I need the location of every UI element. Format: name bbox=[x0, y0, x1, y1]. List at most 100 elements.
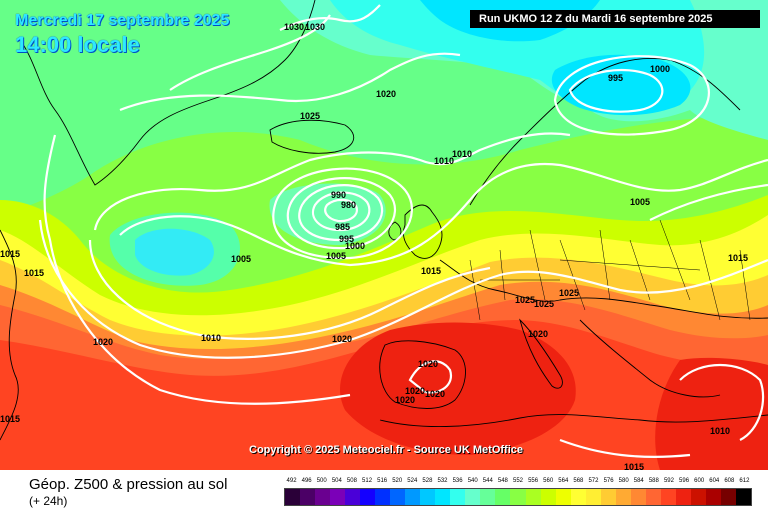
isobar-label: 985 bbox=[335, 222, 350, 232]
isobar-ne-1000 bbox=[553, 55, 710, 136]
isobar-1015-east bbox=[649, 183, 768, 221]
scale-value-label: 504 bbox=[331, 478, 342, 484]
scale-swatch bbox=[720, 489, 736, 505]
isobar-label: 1030 bbox=[284, 22, 304, 32]
scale-swatch bbox=[450, 489, 466, 505]
isobar-label: 1020 bbox=[425, 389, 445, 399]
isobar-label: 1010 bbox=[710, 426, 730, 436]
coast-balkans bbox=[579, 319, 721, 398]
scale-swatch bbox=[555, 489, 571, 505]
scale-value-label: 496 bbox=[301, 478, 312, 484]
isobar-1030 bbox=[279, 4, 381, 31]
scale-value-label: 592 bbox=[663, 478, 674, 484]
isobar-label: 1025 bbox=[515, 295, 535, 305]
scale-value-label: 576 bbox=[603, 478, 614, 484]
scale-value-label: 544 bbox=[482, 478, 493, 484]
isobar-low-1000 bbox=[272, 167, 413, 260]
coast-america bbox=[0, 229, 19, 441]
isobar-label: 1005 bbox=[630, 197, 650, 207]
scale-value-label: 512 bbox=[362, 478, 373, 484]
scale-value-label: 608 bbox=[724, 478, 735, 484]
scale-swatch bbox=[690, 489, 706, 505]
isobar-label: 980 bbox=[341, 200, 356, 210]
scale-value-label: 520 bbox=[392, 478, 403, 484]
forecast-date: Mercredi 17 septembre 2025 bbox=[15, 12, 230, 29]
scale-swatch bbox=[330, 489, 346, 505]
isobar-low-985 bbox=[312, 191, 371, 232]
band-blue-scand bbox=[551, 54, 691, 116]
isobar-label: 1015 bbox=[624, 462, 644, 470]
coast-iberia bbox=[379, 340, 466, 409]
scale-value-label: 516 bbox=[377, 478, 388, 484]
scale-value-label: 600 bbox=[694, 478, 705, 484]
isobar-low-980 bbox=[324, 198, 358, 223]
scale-value-label: 508 bbox=[346, 478, 357, 484]
scale-value-label: 528 bbox=[422, 478, 433, 484]
scale-swatch bbox=[705, 489, 721, 505]
scale-value-label: 596 bbox=[679, 478, 690, 484]
scale-value-label: 580 bbox=[618, 478, 629, 484]
scale-swatch bbox=[540, 489, 556, 505]
isobar-label: 1000 bbox=[345, 241, 365, 251]
scale-swatch bbox=[315, 489, 331, 505]
scale-swatch bbox=[645, 489, 661, 505]
scale-value-label: 500 bbox=[316, 478, 327, 484]
isobar-label: 1020 bbox=[405, 386, 425, 396]
isobar-label: 1030 bbox=[305, 22, 325, 32]
isobar-label: 1005 bbox=[326, 251, 346, 261]
scale-swatch bbox=[510, 489, 526, 505]
scale-value-label: 524 bbox=[407, 478, 418, 484]
isobar-label: 1015 bbox=[728, 253, 748, 263]
isobar-low-990 bbox=[298, 184, 384, 242]
scale-swatch bbox=[585, 489, 601, 505]
isobar-label: 1020 bbox=[376, 89, 396, 99]
scale-value-label: 588 bbox=[648, 478, 659, 484]
isobar-label: 1010 bbox=[201, 333, 221, 343]
scale-swatch bbox=[495, 489, 511, 505]
isobar-1010-se bbox=[679, 363, 765, 441]
isobar-1010-west bbox=[88, 239, 491, 340]
band-cyan-low-west bbox=[109, 212, 241, 286]
isobar-label: 1015 bbox=[24, 268, 44, 278]
isobar-label: 1020 bbox=[528, 329, 548, 339]
color-scale-labels: 492 496 500 504 508 512 516 520 524 528 532 536 540 5… bbox=[280, 478, 756, 488]
isobar-1010 bbox=[93, 132, 571, 231]
copyright-text: Copyright © 2025 Meteociel.fr - Source U… bbox=[249, 444, 523, 456]
scale-swatch bbox=[390, 489, 406, 505]
isobar-label: 995 bbox=[339, 234, 354, 244]
scale-swatch bbox=[570, 489, 586, 505]
scale-swatch bbox=[525, 489, 541, 505]
isobar-ne-995 bbox=[568, 68, 664, 113]
legend-title: Géop. Z500 & pression au sol bbox=[29, 476, 228, 493]
coast-italy bbox=[519, 318, 563, 389]
isobar-1015-south bbox=[559, 438, 691, 458]
legend-subtitle: (+ 24h) bbox=[29, 494, 68, 508]
isobar-label: 1020 bbox=[93, 337, 113, 347]
isobar-1015 bbox=[38, 219, 768, 359]
scale-value-label: 560 bbox=[543, 478, 554, 484]
scale-value-label: 604 bbox=[709, 478, 720, 484]
coast-europe bbox=[439, 259, 768, 319]
isobar-label: 1010 bbox=[452, 149, 472, 159]
scale-swatch bbox=[435, 489, 451, 505]
geopotential-bands bbox=[0, 0, 768, 470]
isobar-label: 1020 bbox=[332, 334, 352, 344]
scale-swatch bbox=[480, 489, 496, 505]
scale-swatch bbox=[465, 489, 481, 505]
isobar-label: 1000 bbox=[650, 64, 670, 74]
scale-swatch bbox=[300, 489, 316, 505]
isobar-low-995 bbox=[286, 177, 396, 250]
scale-swatch bbox=[285, 489, 301, 505]
isobar-label: 1015 bbox=[0, 414, 20, 424]
scale-value-label: 572 bbox=[588, 478, 599, 484]
coast-norway bbox=[469, 57, 741, 206]
isobar-label: 1020 bbox=[418, 359, 438, 369]
weather-map: 1030 1030 1020 1025 1010 1010 995 1000 9… bbox=[0, 0, 768, 470]
isobar-label: 1010 bbox=[434, 156, 454, 166]
coast-africa bbox=[379, 414, 768, 427]
coast-iceland bbox=[269, 119, 355, 154]
scale-value-label: 568 bbox=[573, 478, 584, 484]
scale-value-label: 548 bbox=[497, 478, 508, 484]
isobar-1025 bbox=[169, 14, 331, 91]
